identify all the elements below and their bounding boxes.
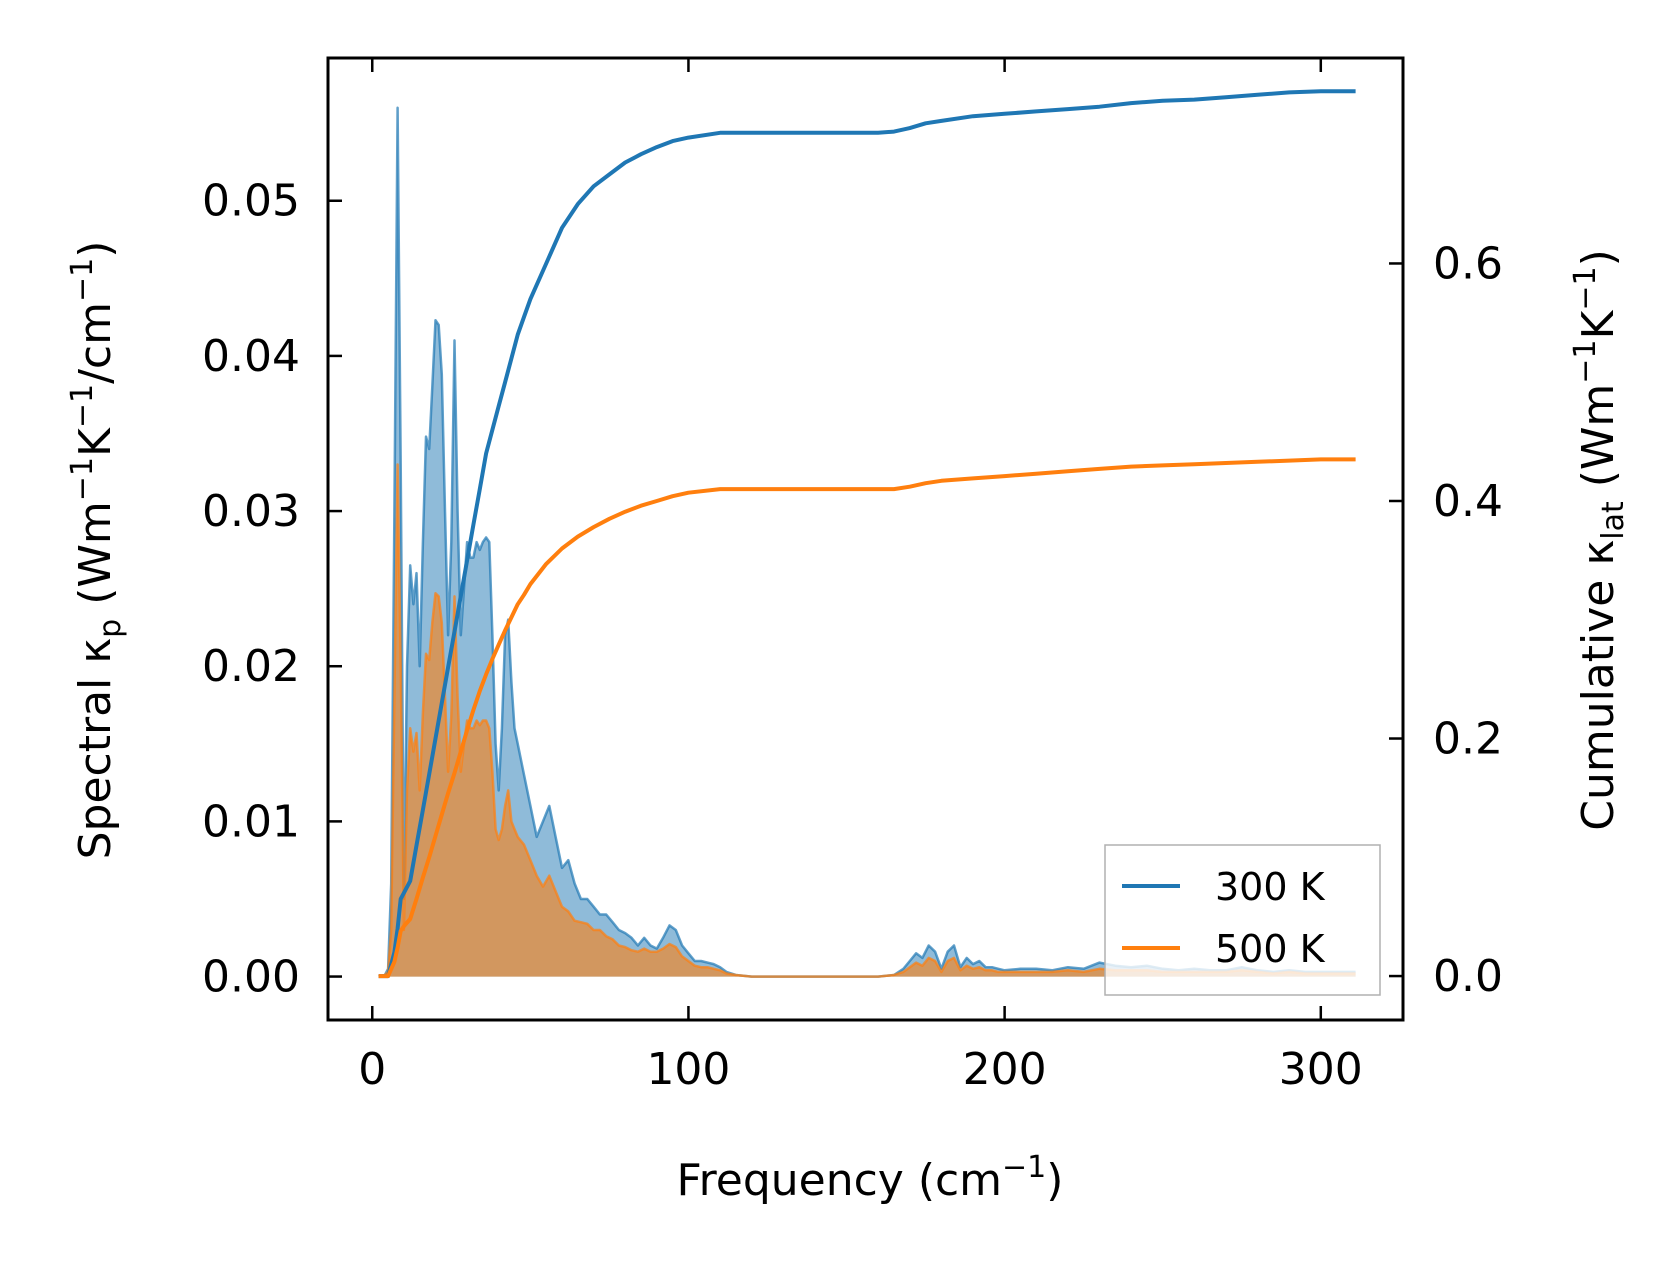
y-axis-right-label: Cumulative κlat (Wm−1K−1) (1568, 249, 1631, 831)
x-tick-label: 0 (358, 1044, 386, 1095)
y-right-tick-label: 0.4 (1433, 476, 1503, 527)
spectral-fills (378, 106, 1356, 978)
y-right-tick-label: 0.2 (1433, 714, 1503, 765)
x-tick-label: 300 (1279, 1044, 1363, 1095)
axis-ticks (328, 58, 1403, 1020)
y-right-tick-label: 0.6 (1433, 238, 1503, 289)
y-left-tick-label: 0.02 (202, 641, 300, 692)
x-tick-label: 100 (646, 1044, 730, 1095)
spectral-line-500k (378, 463, 1356, 978)
y-left-tick-label: 0.00 (202, 952, 300, 1003)
series-lines (378, 89, 1356, 979)
axis-tick-labels: 0 100 200 300 0.00 0.01 0.02 0.03 0.04 0.05 0.0 0.2… (202, 176, 1503, 1095)
y-left-tick-label: 0.05 (202, 176, 300, 227)
legend-box (1104, 844, 1381, 996)
legend-label-300k: 300 K (1215, 865, 1326, 909)
cumulative-line-500k (378, 457, 1356, 979)
y-left-tick-label: 0.04 (202, 331, 300, 382)
y-axis-left-label: Spectral κp (Wm−1K−1/cm−1) (65, 241, 128, 860)
y-left-tick-label: 0.01 (202, 796, 300, 847)
x-axis-label: Frequency (cm−1) (677, 1150, 1064, 1206)
spectral-fill-500k (378, 464, 1356, 977)
y-left-tick-label: 0.03 (202, 486, 300, 537)
plot-frame (326, 56, 1405, 1022)
spectral-line-300k (378, 106, 1356, 978)
x-tick-label: 200 (963, 1044, 1047, 1095)
legend-label-500k: 500 K (1215, 927, 1326, 971)
y-right-tick-label: 0.0 (1433, 951, 1503, 1002)
legend: 300 K 500 K (1104, 844, 1381, 996)
cumulative-line-300k (378, 89, 1356, 979)
